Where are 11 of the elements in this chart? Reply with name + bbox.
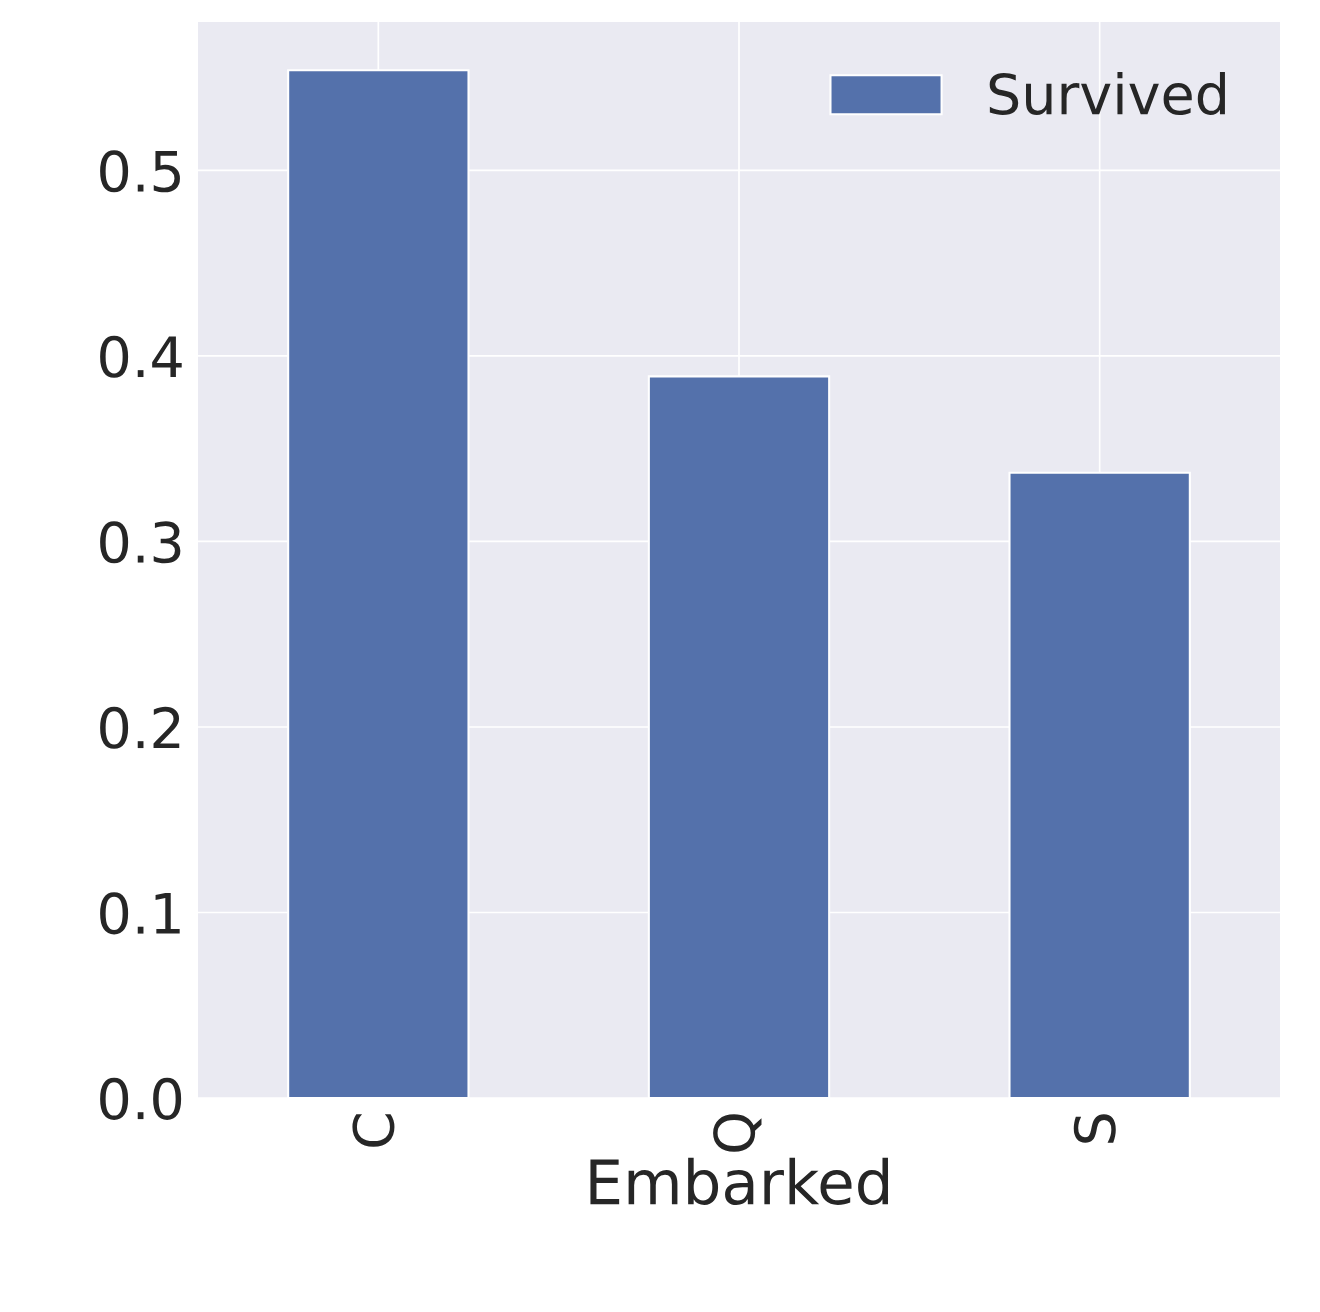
x-tick-label: Q xyxy=(713,1114,762,1152)
y-tick-label: 0.3 xyxy=(100,521,181,564)
y-tick-label: 0.0 xyxy=(100,1077,182,1120)
y-tick-label: 0.1 xyxy=(100,892,180,935)
y-tick-label: 0.2 xyxy=(100,706,180,749)
y-tick-label: 0.5 xyxy=(100,150,180,193)
y-tick-label: 0.4 xyxy=(100,335,182,378)
legend-label: Survived xyxy=(989,72,1225,115)
x-axis-title: Embarked xyxy=(590,1157,888,1206)
x-tick-label: S xyxy=(1073,1114,1116,1143)
x-tick-label: C xyxy=(352,1114,395,1147)
